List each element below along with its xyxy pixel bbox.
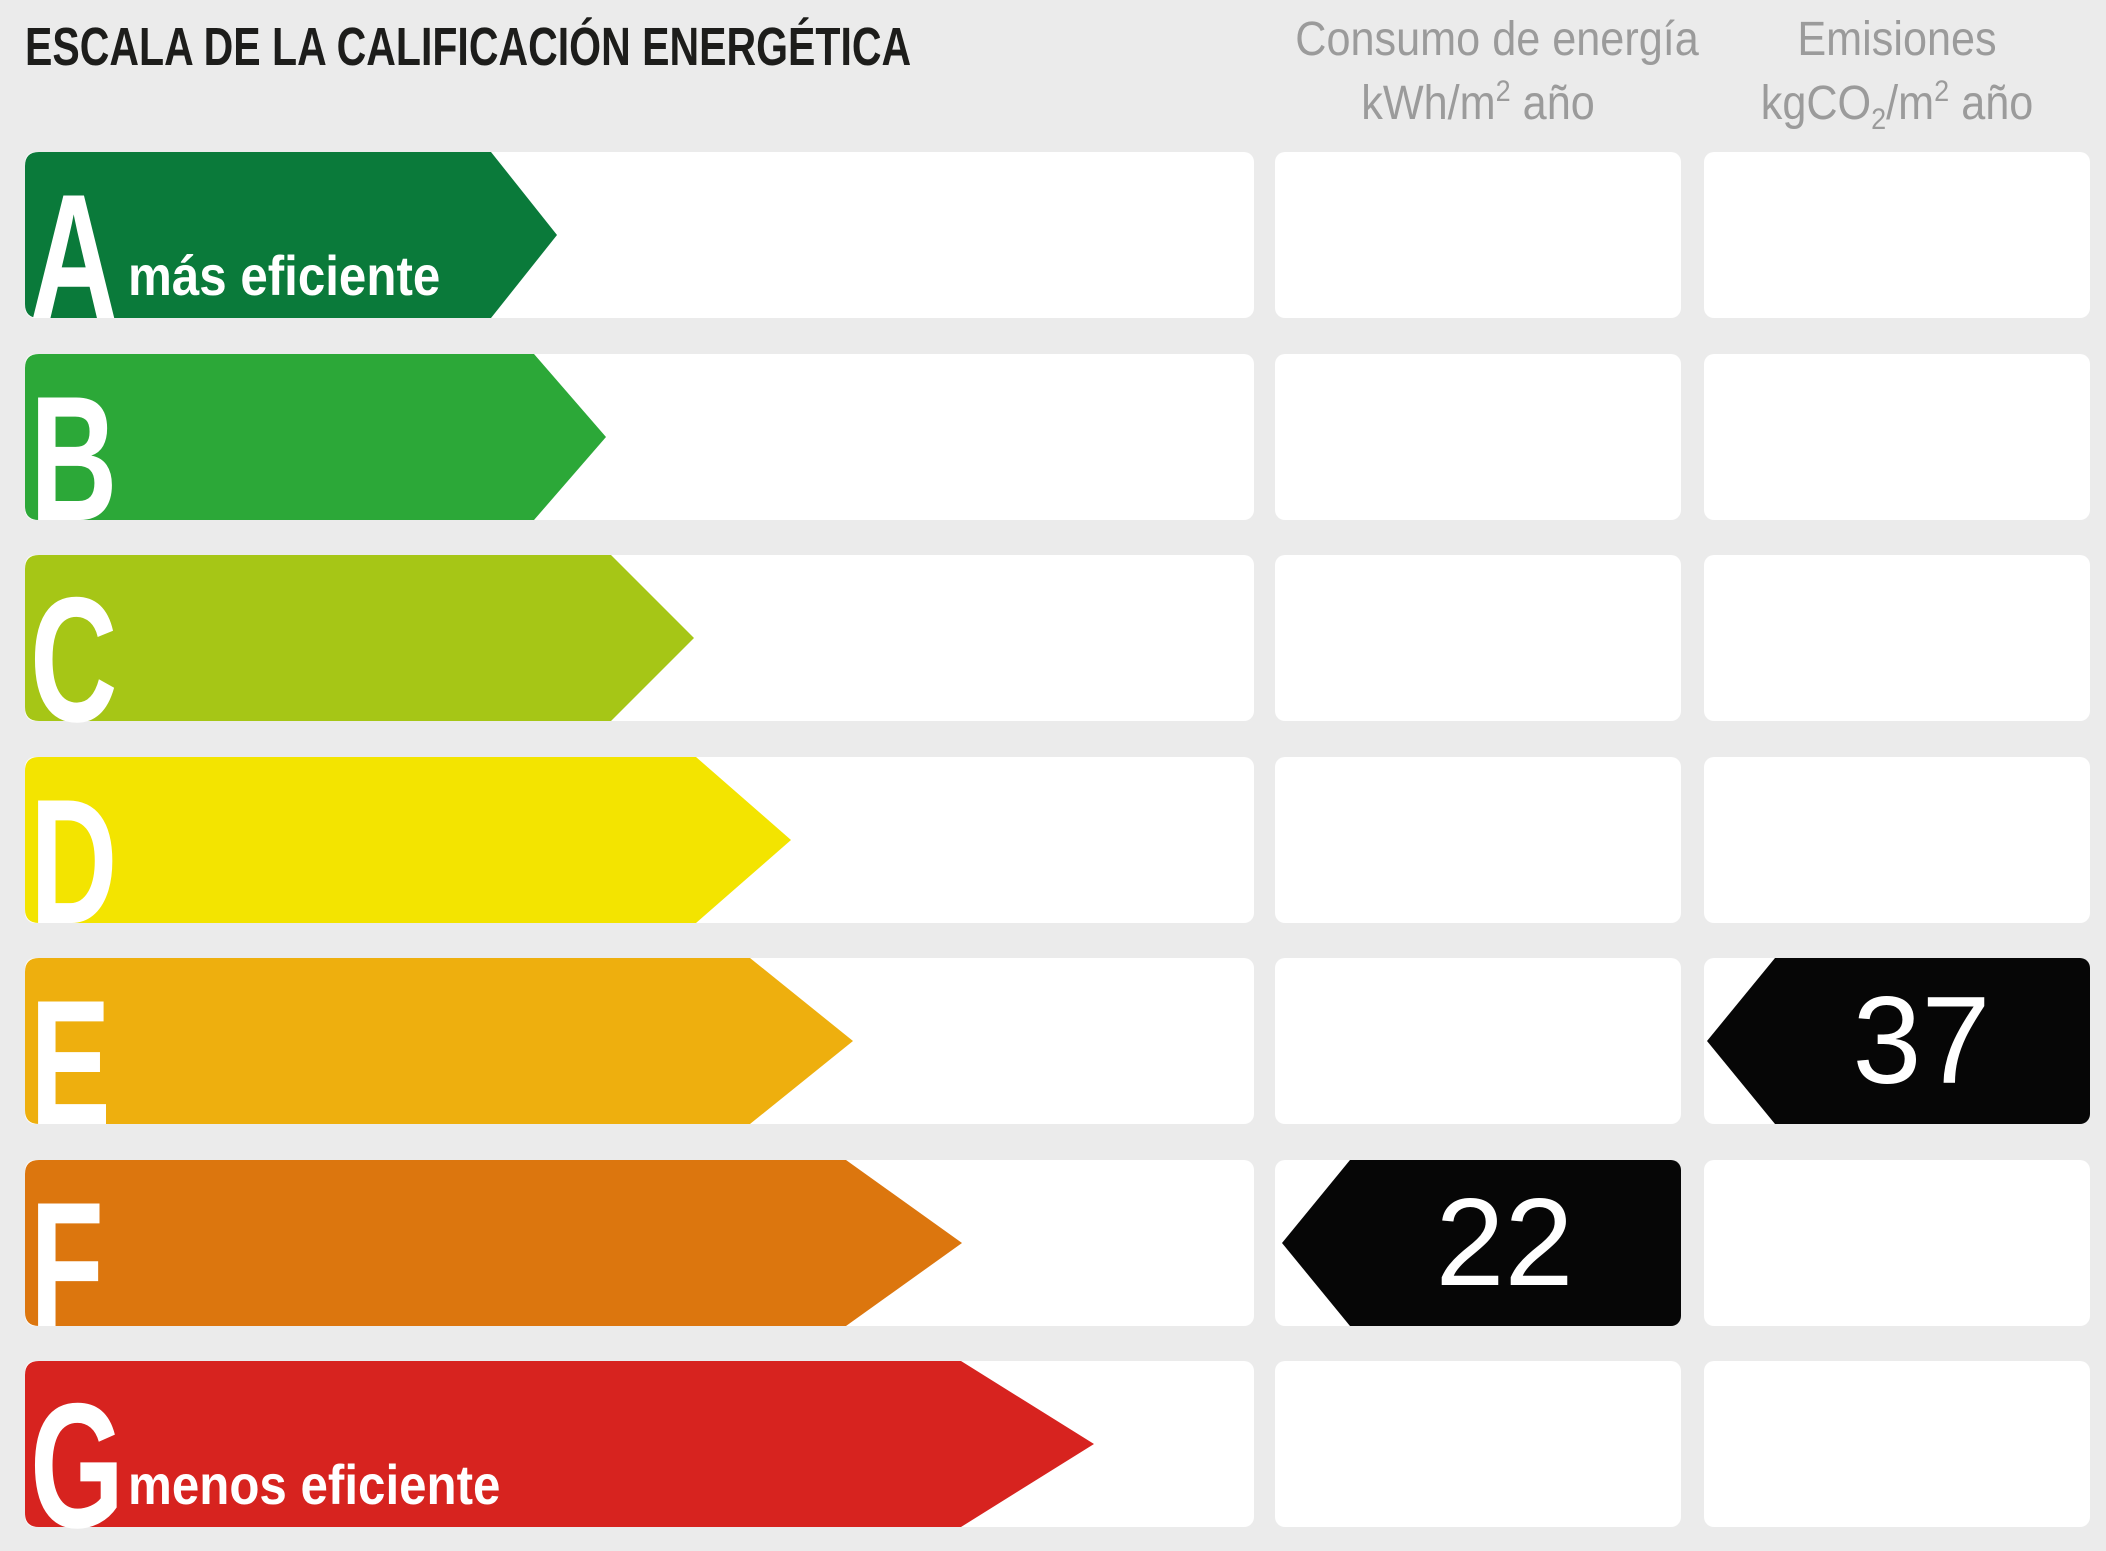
row-track-consumo <box>1275 757 1681 923</box>
page-title: ESCALA DE LA CALIFICACIÓN ENERGÉTICA <box>25 17 912 77</box>
row-track-consumo <box>1275 555 1681 721</box>
rating-letter-a: A <box>30 157 118 356</box>
row-track-consumo <box>1275 1361 1681 1527</box>
consumo-header-line1: Consumo de energía <box>1295 13 1699 66</box>
subscript-2: 2 <box>1871 103 1887 136</box>
consumo-value: 22 <box>1435 1174 1574 1312</box>
rating-arrow-e <box>25 958 853 1124</box>
emisiones-header-unit: kgCO2/m2 año <box>1760 75 2034 136</box>
consumo-value-marker: 22 <box>1282 1160 1681 1326</box>
emisiones-value-marker: 37 <box>1707 958 2090 1124</box>
row-track-emisiones <box>1704 152 2090 318</box>
column-header-consumo: Consumo de energía kWh/m2 año <box>1295 13 1699 130</box>
emisiones-value: 37 <box>1852 972 1991 1110</box>
row-track-consumo <box>1275 354 1681 520</box>
rating-row-f: F 22 <box>0 1160 2106 1354</box>
row-track-emisiones <box>1704 1160 2090 1326</box>
rating-arrow-g <box>25 1361 1094 1527</box>
rating-letter-g: G <box>30 1366 125 1551</box>
rating-arrow-f <box>25 1160 962 1326</box>
rating-letter-d: D <box>30 762 118 961</box>
rating-arrow-d <box>25 757 791 923</box>
row-track-emisiones <box>1704 354 2090 520</box>
rating-arrow-a <box>25 152 557 318</box>
consumo-header-unit: kWh/m2 año <box>1361 75 1595 130</box>
rating-sublabel-a: más eficiente <box>128 244 441 307</box>
rating-row-e: E 37 <box>0 958 2106 1152</box>
row-track-emisiones <box>1704 555 2090 721</box>
row-track-emisiones <box>1704 1361 2090 1527</box>
rating-row-d: D <box>0 757 2106 951</box>
rating-letter-e: E <box>30 963 111 1162</box>
rating-sublabel-g: menos eficiente <box>128 1453 501 1516</box>
rating-row-g: G menos eficiente <box>0 1361 2106 1551</box>
row-track-emisiones <box>1704 757 2090 923</box>
emisiones-header-line1: Emisiones <box>1797 13 1997 66</box>
superscript-2: 2 <box>1495 75 1511 108</box>
rating-letter-c: C <box>30 560 118 759</box>
column-header-emisiones: Emisiones kgCO2/m2 año <box>1723 14 2070 146</box>
rating-arrow-b <box>25 354 606 520</box>
rating-letter-f: F <box>30 1165 104 1364</box>
row-track-consumo <box>1275 958 1681 1124</box>
rating-letter-b: B <box>30 359 118 558</box>
row-track-consumo <box>1275 152 1681 318</box>
rating-row-b: B <box>0 354 2106 548</box>
rating-arrow-c <box>25 555 694 721</box>
rating-row-a: A más eficiente <box>0 152 2106 346</box>
rating-row-c: C <box>0 555 2106 749</box>
superscript-2: 2 <box>1934 75 1950 108</box>
